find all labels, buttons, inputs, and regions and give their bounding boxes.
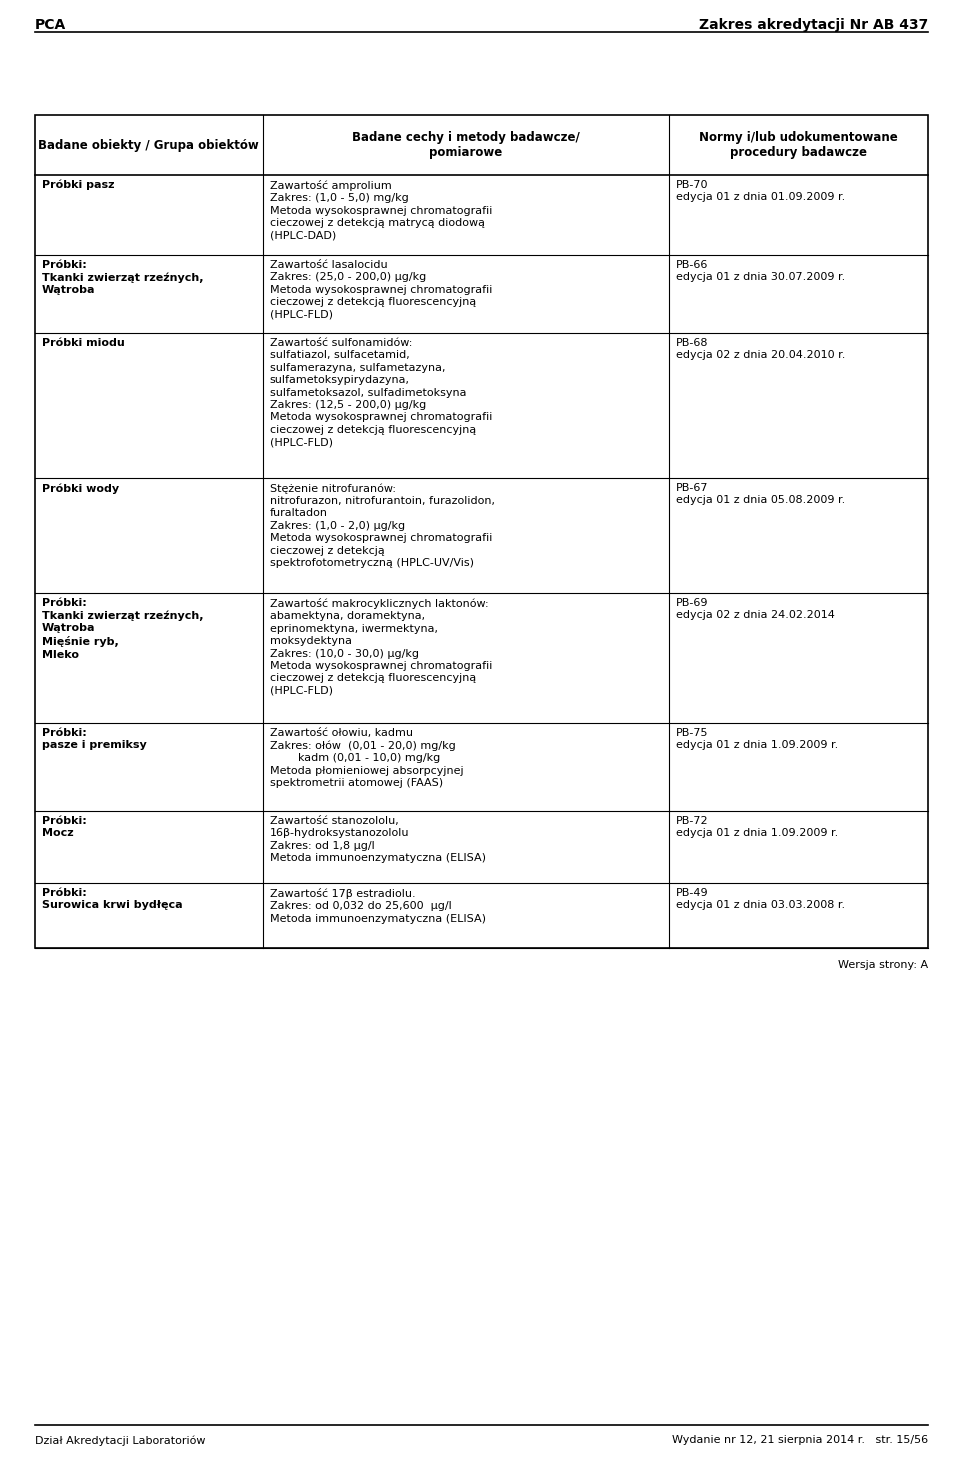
Text: Zawartość stanozololu,
16β-hydroksystanozololu
Zakres: od 1,8 µg/l
Metoda immuno: Zawartość stanozololu, 16β-hydroksystano… <box>270 816 486 863</box>
Bar <box>35 115 928 948</box>
Text: PB-49
edycja 01 z dnia 03.03.2008 r.: PB-49 edycja 01 z dnia 03.03.2008 r. <box>676 889 845 911</box>
Text: Próbki:
Surowica krwi bydłęca: Próbki: Surowica krwi bydłęca <box>42 889 182 911</box>
Text: Wersja strony: A: Wersja strony: A <box>838 959 928 970</box>
Text: Zakres akredytacji Nr AB 437: Zakres akredytacji Nr AB 437 <box>699 18 928 32</box>
Text: Normy i/lub udokumentowane
procedury badawcze: Normy i/lub udokumentowane procedury bad… <box>699 131 898 159</box>
Text: Próbki:
Mocz: Próbki: Mocz <box>42 816 86 838</box>
Text: PB-75
edycja 01 z dnia 1.09.2009 r.: PB-75 edycja 01 z dnia 1.09.2009 r. <box>676 728 838 750</box>
Text: Zawartość makrocyklicznych laktonów:
abamektyna, doramektyna,
eprinomektyna, iwe: Zawartość makrocyklicznych laktonów: aba… <box>270 598 492 695</box>
Text: Zawartość amprolium
Zakres: (1,0 - 5,0) mg/kg
Metoda wysokosprawnej chromatograf: Zawartość amprolium Zakres: (1,0 - 5,0) … <box>270 180 492 241</box>
Text: Próbki:
Tkanki zwierząt rzeźnych,
Wątroba
Mięśnie ryb,
Mleko: Próbki: Tkanki zwierząt rzeźnych, Wątrob… <box>42 598 204 660</box>
Text: Zawartość lasalocidu
Zakres: (25,0 - 200,0) µg/kg
Metoda wysokosprawnej chromato: Zawartość lasalocidu Zakres: (25,0 - 200… <box>270 260 492 320</box>
Text: Próbki:
Tkanki zwierząt rzeźnych,
Wątroba: Próbki: Tkanki zwierząt rzeźnych, Wątrob… <box>42 260 204 295</box>
Text: Badane obiekty / Grupa obiektów: Badane obiekty / Grupa obiektów <box>38 139 259 152</box>
Text: Zawartość 17β estradiolu.
Zakres: od 0,032 do 25,600  µg/l
Metoda immunoenzymaty: Zawartość 17β estradiolu. Zakres: od 0,0… <box>270 889 486 924</box>
Text: Próbki wody: Próbki wody <box>42 483 119 493</box>
Text: PB-66
edycja 01 z dnia 30.07.2009 r.: PB-66 edycja 01 z dnia 30.07.2009 r. <box>676 260 845 282</box>
Text: PB-70
edycja 01 z dnia 01.09.2009 r.: PB-70 edycja 01 z dnia 01.09.2009 r. <box>676 180 845 202</box>
Text: Wydanie nr 12, 21 sierpnia 2014 r.   str. 15/56: Wydanie nr 12, 21 sierpnia 2014 r. str. … <box>672 1435 928 1445</box>
Text: Zawartość ołowiu, kadmu
Zakres: ołów  (0,01 - 20,0) mg/kg
        kadm (0,01 - 1: Zawartość ołowiu, kadmu Zakres: ołów (0,… <box>270 728 464 788</box>
Text: Stężenie nitrofuranów:
nitrofurazon, nitrofurantoin, furazolidon,
furaltadon
Zak: Stężenie nitrofuranów: nitrofurazon, nit… <box>270 483 494 568</box>
Text: PB-69
edycja 02 z dnia 24.02.2014: PB-69 edycja 02 z dnia 24.02.2014 <box>676 598 835 620</box>
Text: Próbki miodu: Próbki miodu <box>42 338 125 348</box>
Text: PB-67
edycja 01 z dnia 05.08.2009 r.: PB-67 edycja 01 z dnia 05.08.2009 r. <box>676 483 845 505</box>
Text: Zawartość sulfonamidów:
sulfatiazol, sulfacetamid,
sulfamerazyna, sulfametazyna,: Zawartość sulfonamidów: sulfatiazol, sul… <box>270 338 492 447</box>
Text: PB-72
edycja 01 z dnia 1.09.2009 r.: PB-72 edycja 01 z dnia 1.09.2009 r. <box>676 816 838 838</box>
Text: Badane cechy i metody badawcze/
pomiarowe: Badane cechy i metody badawcze/ pomiarow… <box>352 131 580 159</box>
Text: Próbki pasz: Próbki pasz <box>42 180 114 190</box>
Text: PCA: PCA <box>35 18 66 32</box>
Text: PB-68
edycja 02 z dnia 20.04.2010 r.: PB-68 edycja 02 z dnia 20.04.2010 r. <box>676 338 846 360</box>
Text: Dział Akredytacji Laboratoriów: Dział Akredytacji Laboratoriów <box>35 1435 205 1445</box>
Text: Próbki:
pasze i premiksy: Próbki: pasze i premiksy <box>42 728 147 750</box>
